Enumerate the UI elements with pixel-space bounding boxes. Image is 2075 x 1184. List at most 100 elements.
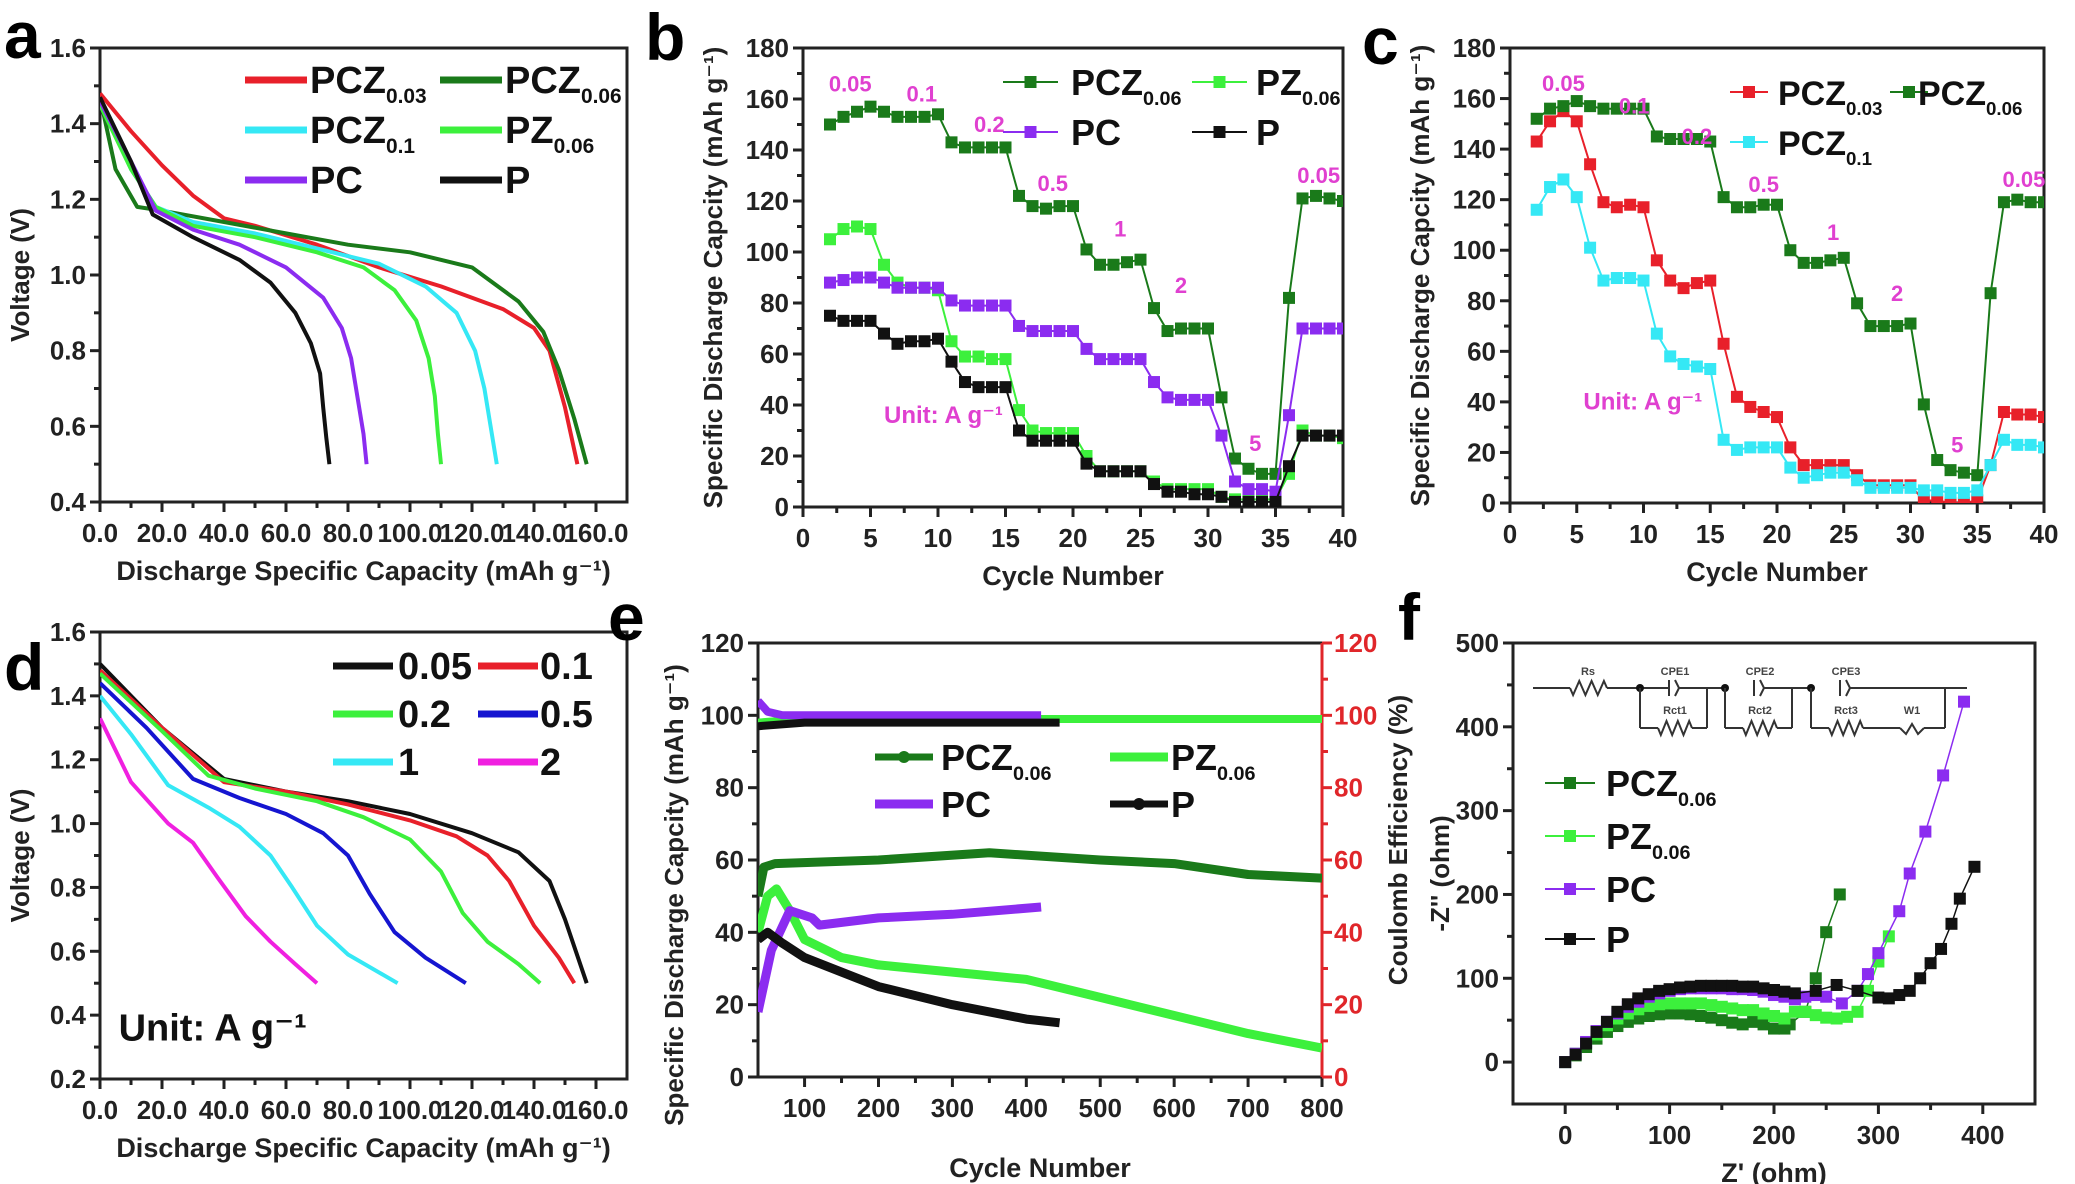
x-axis-title: Cycle Number <box>982 561 1164 591</box>
y-axis-title: Specific Discharge Capcity (mAh g⁻¹) <box>659 664 689 1126</box>
series-PCZ0.06-point <box>1851 297 1864 310</box>
series-P-point <box>1611 1005 1624 1018</box>
series-P-point <box>1663 983 1676 996</box>
series-PCZ0.06-point <box>1944 464 1957 477</box>
series-PC-point <box>945 294 958 307</box>
y2-axis-title: Coulomb Efficiency (%) <box>1383 695 1413 985</box>
series-PCZ0.06-point <box>1148 302 1160 315</box>
series-PCZ0.03-point <box>1704 274 1717 287</box>
panel-label: b <box>645 0 685 74</box>
series-P-point <box>824 309 836 322</box>
plot-area <box>100 662 589 985</box>
series-0.5-line <box>100 681 467 985</box>
legend-label: PCZ0.03 <box>310 60 427 108</box>
y-tick-label: 0.8 <box>50 872 86 902</box>
legend-label: PZ0.06 <box>1256 62 1341 110</box>
y-tick-label: 100 <box>701 700 744 730</box>
x-tick-label: 5 <box>863 523 877 553</box>
series-PCZ0.06-point <box>1642 1009 1655 1022</box>
x-tick-label: 40 <box>1329 523 1358 553</box>
series-P-point <box>1121 465 1133 478</box>
series-PCZ0.06-point <box>1736 1018 1749 1031</box>
y2-tick-label: 40 <box>1334 917 1363 947</box>
circuit-label-cpe3: CPE3 <box>1832 666 1861 678</box>
series-PCZ0.06-point <box>1175 322 1187 335</box>
legend-item: P <box>1110 784 1195 825</box>
legend-label-base: 0.1 <box>540 646 593 688</box>
series-PCZ0.06-point <box>932 108 944 121</box>
resistor-rct-icon <box>1828 718 1864 738</box>
legend-item: PCZ0.03 <box>1730 75 1882 119</box>
legend: 0.05 0.1 0.2 0.5 1 2 <box>333 646 593 784</box>
y2-tick-label: 80 <box>1334 773 1363 803</box>
series-P-point <box>1569 1048 1582 1061</box>
legend-label-base: PC <box>1606 869 1656 910</box>
plot-frame <box>1508 46 2046 505</box>
x-tick-label: 15 <box>991 523 1020 553</box>
series-PCZ0.06-point <box>1690 133 1703 145</box>
plot-area <box>758 698 1322 1053</box>
series-P-point <box>1067 434 1079 447</box>
legend-marker <box>1213 76 1226 88</box>
series-PCZ0.03-point <box>1530 135 1543 148</box>
legend-item: 0.5 <box>478 694 593 736</box>
series-PC-point <box>1107 353 1120 366</box>
series-PCZ0.06-point <box>1957 466 1970 479</box>
y-tick-label: 60 <box>760 339 789 369</box>
series-PCZ0.06-point <box>1820 926 1833 939</box>
series-PZ0.06-point <box>1026 424 1039 437</box>
series-PCZ0.06-point <box>1664 133 1677 145</box>
series-PCZ0.06-point <box>1323 192 1336 205</box>
circuit-label-rs: Rs <box>1581 666 1595 678</box>
capacitor-cpe-icon <box>1759 679 1766 697</box>
series-P-point <box>1337 429 1343 442</box>
series-P-point <box>1632 992 1645 1005</box>
x-tick-label: 5 <box>1570 519 1584 549</box>
series-PZ0.06-point <box>945 335 958 348</box>
legend-label-subscript: 0.1 <box>386 135 415 158</box>
resistor-rct-icon <box>1657 718 1693 738</box>
series-PCZ0.06-point <box>1971 469 1984 482</box>
x-axis-title: Cycle Number <box>949 1153 1131 1183</box>
series-PCZ0.06-point <box>905 110 917 123</box>
series-P-point <box>1310 429 1322 442</box>
series-PCZ0.06-point <box>1053 200 1066 213</box>
series-PCZ0.03-point <box>1584 158 1597 171</box>
series-PCZ0.06-point <box>1864 320 1877 333</box>
y-tick-label: 80 <box>760 288 789 318</box>
series-PZ0.06-point <box>1841 1010 1854 1023</box>
series-PC-point <box>1080 342 1093 355</box>
x-tick-label: 300 <box>1857 1120 1900 1150</box>
y-tick-label: 0 <box>1482 488 1496 518</box>
chart-panel-b: b0 5 10 15 20 25 30 35 4002040608010012014016018… <box>645 0 1357 591</box>
series-P-point <box>1705 979 1718 992</box>
legend-label-base: 0.2 <box>398 694 451 736</box>
chart-panel-f: f 0 100 200 300 400 0 100 200 300 400 500 Z' (ohm) -Z… <box>1398 580 2037 1184</box>
series-PC-point <box>1188 393 1201 406</box>
series-PC-point <box>1310 322 1322 335</box>
warburg-element-icon <box>1899 722 1925 736</box>
series-PZ0.06-point <box>1705 999 1718 1012</box>
series-PCZ0.1-point <box>1730 443 1743 456</box>
series-P-point <box>1851 984 1864 997</box>
series-PZ0.06-point <box>1653 998 1666 1011</box>
series-PCZ0.03-point <box>1917 494 1930 503</box>
series-PCZ0.1-point <box>1744 441 1757 454</box>
series-PZ0.06-point <box>1809 1009 1822 1022</box>
legend-item: PC <box>245 160 363 202</box>
x-tick-label: 60.0 <box>261 1095 312 1125</box>
x-tick-label: 200 <box>1752 1120 1795 1150</box>
x-tick-label: 0.0 <box>82 1095 118 1125</box>
series-PC-point <box>878 276 890 289</box>
series-PZ0.06-point <box>1830 1012 1843 1025</box>
plot-area <box>1530 95 2044 503</box>
charts: a0.0 20.0 40.0 60.0 80.0 100.0120.0140.0160.0… <box>4 0 2058 1184</box>
x-tick-label: 120.0 <box>439 1095 504 1125</box>
series-PZ0.06-point <box>1674 997 1687 1010</box>
series-PCZ0.03-point <box>2024 408 2037 421</box>
resistor-rct-icon <box>1742 718 1778 738</box>
series-P-point <box>1882 992 1895 1005</box>
series-PCZ0.03-point <box>1610 201 1623 214</box>
capacitor-cpe-icon <box>1674 679 1681 697</box>
